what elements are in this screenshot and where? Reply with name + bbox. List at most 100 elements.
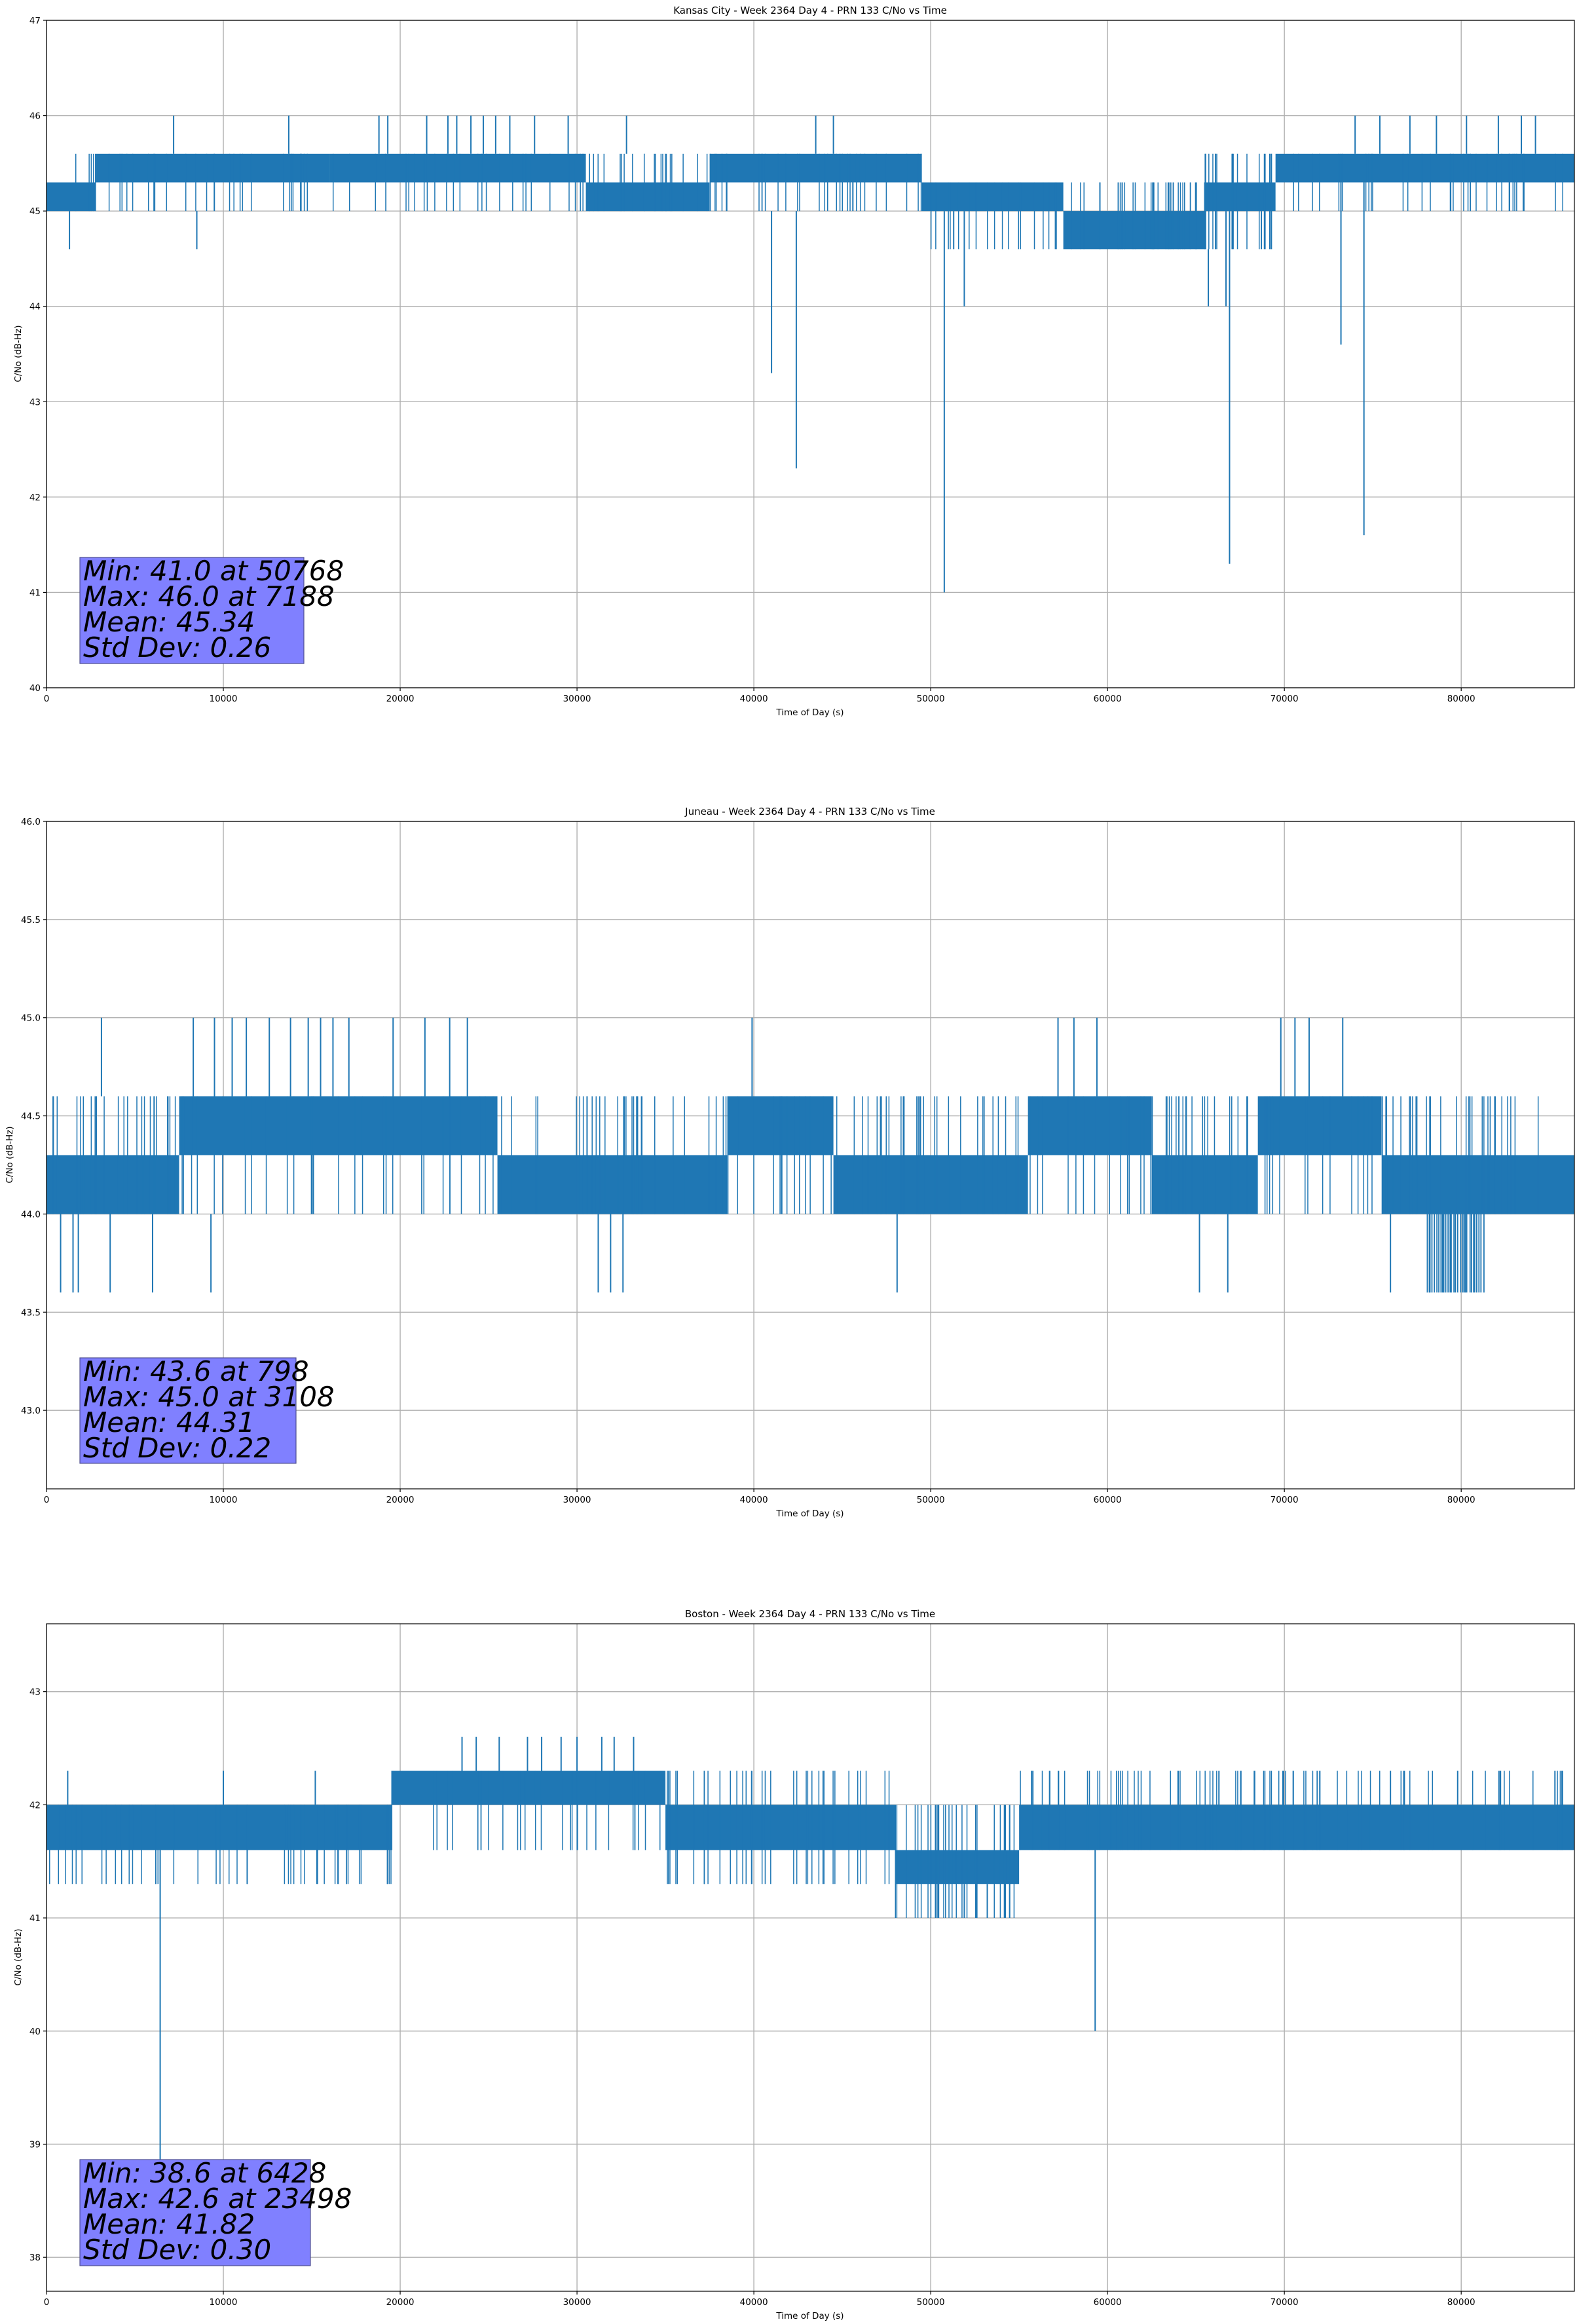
y-tick-label: 41 [29, 1913, 41, 1924]
x-tick-label: 60000 [1094, 1495, 1122, 1505]
chart-kansas-city: 0 10000 20000 30000 40000 50000 60000 70000 8000… [13, 5, 1575, 718]
stats-max: Max: 45.0 at 3108 [83, 1381, 335, 1413]
y-tick-label: 43.5 [21, 1307, 41, 1318]
x-tick-label: 40000 [740, 2297, 768, 2308]
grid [46, 1624, 1574, 2291]
x-tick-label: 30000 [563, 694, 591, 704]
stats-min: Min: 43.6 at 798 [83, 1355, 309, 1387]
x-tick-label: 70000 [1271, 1495, 1299, 1505]
data-series [46, 1017, 1574, 1293]
chart-title: Boston - Week 2364 Day 4 - PRN 133 C/No … [685, 1608, 935, 1620]
stats-box: Min: 38.6 at 6428 Max: 42.6 at 23498 Mea… [79, 2157, 352, 2266]
y-tick-label: 39 [29, 2139, 41, 2150]
x-tick-label: 30000 [563, 1495, 591, 1505]
x-tick-label: 10000 [210, 1495, 238, 1505]
y-tick-label: 45 [29, 206, 41, 217]
signal-band [1028, 1096, 1152, 1155]
signal-band [1381, 1155, 1574, 1214]
signal-band [497, 1155, 728, 1214]
x-tick-label: 10000 [210, 694, 238, 704]
stats-min: Min: 41.0 at 50768 [83, 555, 344, 587]
signal-band [329, 153, 586, 183]
x-tick-label: 40000 [740, 1495, 768, 1505]
y-tick-label: 45.0 [21, 1013, 41, 1024]
data-series [46, 1736, 1574, 2190]
x-tick-label: 20000 [386, 1495, 415, 1505]
signal-band [46, 1155, 179, 1214]
stats-box: Min: 43.6 at 798 Max: 45.0 at 3108 Mean:… [79, 1355, 335, 1464]
signal-band [709, 153, 922, 183]
y-tick-label: 46 [29, 111, 41, 122]
stats-box: Min: 41.0 at 50768 Max: 46.0 at 7188 Mea… [79, 555, 344, 664]
x-axis-label: Time of Day (s) [775, 2311, 844, 2321]
y-tick-label: 41 [29, 588, 41, 598]
x-tick-label: 0 [44, 694, 50, 704]
x-tick-label: 0 [44, 2297, 50, 2308]
signal-band [96, 153, 330, 183]
y-tick-label: 42 [29, 493, 41, 503]
y-tick-label: 45.5 [21, 915, 41, 926]
y-tick-label: 42 [29, 1800, 41, 1810]
x-axis-label: Time of Day (s) [775, 707, 844, 718]
x-tick-label: 50000 [917, 1495, 945, 1505]
x-tick-label: 80000 [1447, 694, 1475, 704]
y-tick-label: 44 [29, 302, 41, 312]
stats-mean: Mean: 41.82 [83, 2208, 255, 2240]
signal-band [895, 1850, 1020, 1884]
tick-labels: 0 10000 20000 30000 40000 50000 60000 70000 8000… [29, 1687, 1475, 2308]
chart-title: Juneau - Week 2364 Day 4 - PRN 133 C/No … [684, 806, 935, 817]
y-axis-label: C/No (dB-Hz) [13, 1928, 24, 1985]
data-series [46, 115, 1574, 593]
x-tick-label: 10000 [210, 2297, 238, 2308]
signal-band [1257, 1096, 1382, 1155]
stats-mean: Mean: 45.34 [83, 606, 255, 638]
y-tick-label: 40 [29, 2027, 41, 2037]
signal-band [46, 1805, 392, 1850]
stats-std-dev: Std Dev: 0.22 [83, 1432, 271, 1464]
x-tick-label: 50000 [917, 694, 945, 704]
x-tick-label: 60000 [1094, 694, 1122, 704]
x-axis-label: Time of Day (s) [775, 1509, 844, 1519]
plot-frame [46, 1623, 1575, 2292]
x-tick-label: 0 [44, 1495, 50, 1505]
y-tick-label: 46.0 [21, 817, 41, 827]
x-tick-label: 30000 [563, 2297, 591, 2308]
chart-juneau: 0 10000 20000 30000 40000 50000 60000 70000 8000… [5, 806, 1575, 1519]
x-tick-label: 80000 [1447, 1495, 1475, 1505]
y-tick-label: 44.5 [21, 1112, 41, 1122]
y-tick-label: 40 [29, 683, 41, 694]
stats-min: Min: 38.6 at 6428 [83, 2157, 326, 2189]
x-tick-label: 80000 [1447, 2297, 1475, 2308]
y-tick-label: 44.0 [21, 1209, 41, 1220]
stats-std-dev: Std Dev: 0.30 [83, 2234, 271, 2266]
x-tick-label: 50000 [917, 2297, 945, 2308]
stats-box-background [79, 2159, 311, 2266]
signal-band [46, 182, 96, 212]
stats-max: Max: 42.6 at 23498 [83, 2183, 352, 2215]
chart-boston: 0 10000 20000 30000 40000 50000 60000 70000 8000… [13, 1608, 1575, 2321]
y-tick-label: 38 [29, 2253, 41, 2263]
stats-mean: Mean: 44.31 [83, 1406, 255, 1438]
plot-frame [46, 20, 1575, 688]
stats-box-background [79, 1357, 297, 1464]
chart-title: Kansas City - Week 2364 Day 4 - PRN 133 … [673, 5, 947, 16]
stats-std-dev: Std Dev: 0.26 [83, 631, 271, 664]
signal-band [1063, 211, 1205, 250]
y-axis-label: C/No (dB-Hz) [5, 1126, 15, 1183]
stats-max: Max: 46.0 at 7188 [83, 580, 335, 612]
tick-labels: 0 10000 20000 30000 40000 50000 60000 70000 8000… [21, 817, 1475, 1505]
plot-frame [46, 821, 1575, 1490]
x-tick-label: 40000 [740, 694, 768, 704]
signal-band [833, 1155, 1028, 1214]
x-tick-label: 60000 [1094, 2297, 1122, 2308]
x-tick-label: 70000 [1271, 2297, 1299, 2308]
signal-band [1019, 1805, 1574, 1850]
y-tick-label: 43 [29, 1687, 41, 1698]
y-tick-label: 43 [29, 397, 41, 407]
x-tick-label: 70000 [1271, 694, 1299, 704]
signal-band [921, 182, 1064, 212]
stats-box-background [79, 557, 305, 664]
y-tick-label: 43.0 [21, 1406, 41, 1416]
y-tick-label: 47 [29, 16, 41, 26]
